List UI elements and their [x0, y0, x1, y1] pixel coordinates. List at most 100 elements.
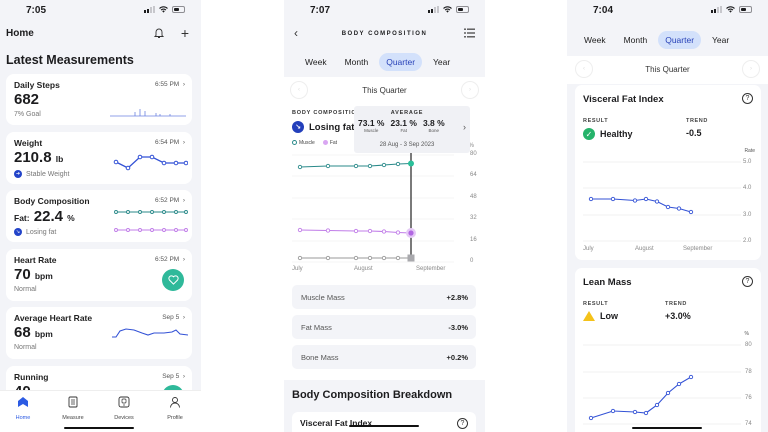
segment-month[interactable]: Month	[623, 35, 648, 45]
previous-period-button[interactable]: ‹	[290, 81, 308, 99]
average-heading: AVERAGE	[390, 110, 424, 116]
heart-button[interactable]	[162, 269, 184, 291]
weight-card[interactable]: Weight 6:54 PM › 210.8 lb ➜ Stable Weight	[6, 132, 192, 184]
segment-year[interactable]: Year	[712, 35, 730, 45]
segment-month[interactable]: Month	[344, 57, 369, 67]
period-navigator: ‹ This Quarter ›	[567, 56, 768, 84]
result-label: RESULT	[583, 301, 609, 307]
tab-bar: Home Measure Devices Profile	[0, 390, 201, 432]
bone-mass-row[interactable]: Bone Mass +0.2%	[292, 345, 476, 369]
body-composition-panel: BODY COMPOSITION ↘ Losing fat Muscle Fat …	[284, 102, 485, 380]
arrow-down-icon: ↘	[292, 121, 304, 133]
previous-period-button[interactable]: ‹	[575, 60, 593, 78]
battery-icon	[172, 6, 185, 13]
chevron-right-icon[interactable]: ›	[463, 122, 466, 132]
card-title: Daily Steps	[14, 80, 60, 90]
help-icon[interactable]: ?	[742, 93, 753, 104]
page-title: BODY COMPOSITION	[341, 31, 428, 37]
segment-quarter[interactable]: Quarter	[658, 31, 702, 49]
body-composition-card[interactable]: Body Composition 6:52 PM › Fat: 22.4 % ↘…	[6, 190, 192, 242]
card-value: 210.8 lb	[14, 149, 64, 166]
next-period-button[interactable]: ›	[461, 81, 479, 99]
y-axis-labels: %	[469, 143, 475, 149]
card-subtitle: 7% Goal	[14, 111, 41, 118]
trend-label: TREND	[665, 301, 687, 307]
card-value: 70 bpm	[14, 266, 53, 283]
visceral-fat-card[interactable]: Visceral Fat Index ?	[292, 412, 476, 432]
home-icon	[18, 397, 28, 407]
segment-quarter[interactable]: Quarter	[379, 53, 423, 71]
lean-mass-chart[interactable]	[575, 338, 761, 432]
visceral-fat-card: Visceral Fat Index ? RESULT ✓ Healthy TRE…	[575, 85, 761, 260]
scale-device-icon	[118, 396, 130, 408]
card-value: 68 bpm	[14, 324, 53, 341]
battery-icon	[739, 6, 752, 13]
result-value: ✓ Healthy	[583, 128, 633, 140]
wifi-icon	[443, 6, 452, 13]
card-title: Lean Mass	[583, 277, 632, 288]
result-label: RESULT	[583, 118, 609, 124]
average-muscle: 73.1 % Muscle	[358, 118, 385, 133]
segment-week[interactable]: Week	[305, 57, 327, 67]
status-bar: 7:07	[284, 0, 485, 22]
heart-icon	[167, 275, 179, 285]
period-navigator: ‹ This Quarter ›	[284, 77, 485, 105]
tab-measure[interactable]: Measure	[53, 395, 93, 421]
card-time: 6:54 PM ›	[155, 139, 185, 146]
home-header: Home +	[0, 22, 201, 46]
next-period-button[interactable]: ›	[742, 60, 760, 78]
body-composition-chart[interactable]: %	[284, 142, 485, 282]
fat-mass-row[interactable]: Fat Mass -3.0%	[292, 315, 476, 339]
arrow-right-icon: ➜	[14, 170, 22, 178]
card-time: 6:55 PM ›	[155, 81, 185, 88]
legend-muscle: Muscle	[292, 140, 315, 146]
list-icon[interactable]	[464, 28, 475, 38]
home-indicator	[349, 424, 419, 427]
help-icon[interactable]: ?	[457, 418, 468, 429]
help-icon[interactable]: ?	[742, 276, 753, 287]
visceral-fat-chart[interactable]	[575, 155, 761, 255]
segment-year[interactable]: Year	[433, 57, 451, 67]
trend-label: TREND	[686, 118, 708, 124]
bell-icon[interactable]	[153, 27, 165, 39]
status-time: 7:05	[26, 5, 47, 16]
home-indicator	[632, 426, 702, 429]
avg-hr-sparkline	[112, 328, 188, 338]
heart-rate-card[interactable]: Heart Rate 6:52 PM › 70 bpm Normal	[6, 249, 192, 301]
breakdown-screen: 7:04 Week Month Quarter Year ‹ This Quar…	[567, 0, 768, 432]
nav-header: ‹ BODY COMPOSITION	[284, 22, 485, 46]
steps-sparkline	[110, 109, 186, 117]
status-indicator: ↘ Losing fat	[292, 121, 354, 133]
chart-unit: %	[744, 331, 749, 337]
card-value: 682	[14, 91, 40, 108]
body-comp-sparkline	[114, 210, 188, 232]
average-bone: 3.8 % Bone	[422, 118, 445, 133]
segment-week[interactable]: Week	[584, 35, 606, 45]
warning-icon	[583, 311, 595, 321]
average-tooltip[interactable]: AVERAGE 73.1 % Muscle 23.1 % Fat 3.8 % Bone…	[354, 106, 470, 153]
date-range: 28 Aug - 3 Sep 2023	[379, 142, 435, 148]
daily-steps-card[interactable]: Daily Steps 6:55 PM › 682 7% Goal	[6, 74, 192, 125]
card-title: Body Composition	[14, 196, 90, 206]
body-composition-breakdown: Body Composition Breakdown Visceral Fat …	[284, 380, 485, 432]
card-subtitle: Normal	[14, 286, 37, 293]
signal-icon	[711, 6, 722, 13]
battery-icon	[456, 6, 469, 13]
tab-profile[interactable]: Profile	[155, 395, 195, 421]
check-icon: ✓	[583, 128, 595, 140]
section-title: Latest Measurements	[6, 53, 134, 67]
card-time: 6:52 PM ›	[155, 197, 185, 204]
back-icon[interactable]: ‹	[294, 26, 298, 40]
trend-value: -0.5	[686, 128, 702, 138]
average-fat: 23.1 % Fat	[390, 118, 417, 133]
home-screen: 7:05 Home + Latest Measurements Daily St…	[0, 0, 201, 432]
card-time: Sep 5 ›	[162, 373, 185, 380]
add-icon[interactable]: +	[180, 25, 189, 41]
status-time: 7:04	[593, 5, 614, 16]
average-heart-rate-card[interactable]: Average Heart Rate Sep 5 › 68 bpm Normal	[6, 307, 192, 359]
clipboard-icon	[68, 396, 78, 408]
card-title: Weight	[14, 138, 43, 148]
tab-home[interactable]: Home	[3, 395, 43, 421]
muscle-mass-row[interactable]: Muscle Mass +2.8%	[292, 285, 476, 309]
tab-devices[interactable]: Devices	[104, 395, 144, 421]
